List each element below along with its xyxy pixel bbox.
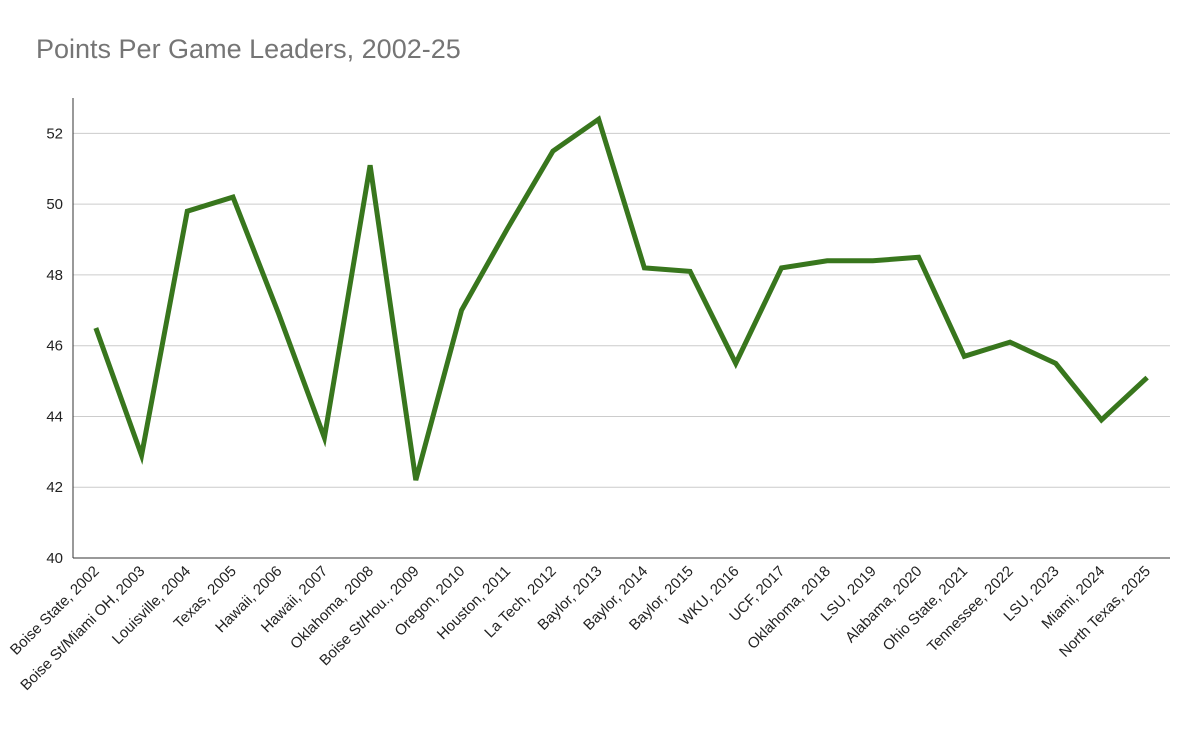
y-tick-label: 40: [46, 550, 63, 567]
y-tick-label: 48: [46, 267, 63, 284]
y-tick-label: 42: [46, 479, 63, 496]
y-tick-label: 44: [46, 408, 63, 425]
y-tick-label: 52: [46, 125, 63, 142]
chart-title: Points Per Game Leaders, 2002-25: [36, 34, 461, 64]
data-line: [93, 115, 1149, 481]
y-tick-label: 46: [46, 338, 63, 355]
y-tick-label: 50: [46, 196, 63, 213]
